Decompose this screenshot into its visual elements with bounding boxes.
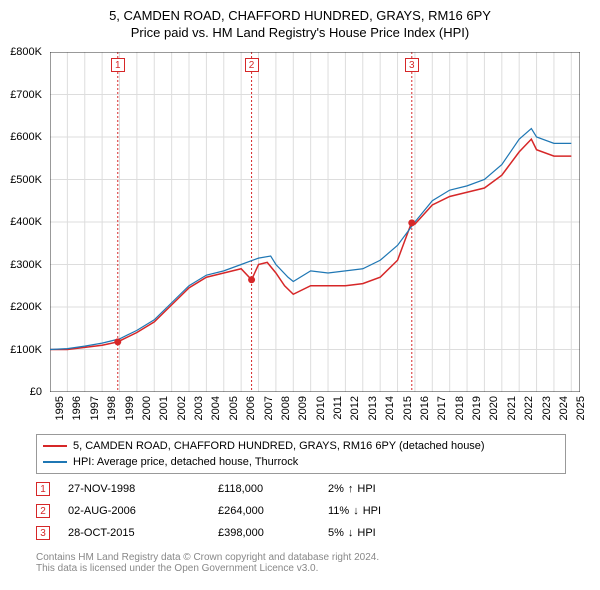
- x-axis-label: 1997: [89, 396, 101, 420]
- x-axis-label: 2022: [523, 396, 535, 420]
- legend-label: 5, CAMDEN ROAD, CHAFFORD HUNDRED, GRAYS,…: [73, 440, 485, 452]
- x-axis-label: 2023: [541, 396, 553, 420]
- x-axis-label: 2024: [558, 396, 570, 420]
- event-date: 02-AUG-2006: [68, 505, 218, 517]
- event-row: 3 28-OCT-2015£398,0005%↓HPI: [36, 522, 381, 544]
- legend: 5, CAMDEN ROAD, CHAFFORD HUNDRED, GRAYS,…: [36, 434, 566, 474]
- event-row: 2 02-AUG-2006£264,00011%↓HPI: [36, 500, 381, 522]
- event-marker-3: 3: [405, 58, 419, 72]
- x-axis-label: 2002: [176, 396, 188, 420]
- chart-area: £0£100K£200K£300K£400K£500K£600K£700K£80…: [50, 52, 580, 392]
- event-marker-icon: 1: [36, 482, 50, 496]
- event-marker-2: 2: [245, 58, 259, 72]
- x-axis-label: 2018: [454, 396, 466, 420]
- event-row: 1 27-NOV-1998£118,0002%↑HPI: [36, 478, 381, 500]
- event-date: 27-NOV-1998: [68, 483, 218, 495]
- event-date: 28-OCT-2015: [68, 527, 218, 539]
- x-axis-label: 2025: [575, 396, 587, 420]
- footer-line-1: Contains HM Land Registry data © Crown c…: [36, 552, 379, 563]
- x-axis-label: 2012: [349, 396, 361, 420]
- x-axis-label: 1996: [71, 396, 83, 420]
- legend-item: HPI: Average price, detached house, Thur…: [43, 454, 559, 470]
- legend-swatch: [43, 445, 67, 447]
- event-price: £118,000: [218, 483, 328, 495]
- y-axis-label: £200K: [10, 301, 42, 313]
- event-marker-icon: 2: [36, 504, 50, 518]
- y-axis-label: £800K: [10, 46, 42, 58]
- event-price: £264,000: [218, 505, 328, 517]
- y-axis-label: £300K: [10, 259, 42, 271]
- legend-label: HPI: Average price, detached house, Thur…: [73, 456, 298, 468]
- x-axis-label: 2000: [141, 396, 153, 420]
- chart-title: 5, CAMDEN ROAD, CHAFFORD HUNDRED, GRAYS,…: [0, 8, 600, 23]
- x-axis-label: 2016: [419, 396, 431, 420]
- y-axis-label: £700K: [10, 89, 42, 101]
- x-axis-label: 2019: [471, 396, 483, 420]
- events-table: 1 27-NOV-1998£118,0002%↑HPI 2 02-AUG-2006£2…: [36, 478, 381, 544]
- event-price: £398,000: [218, 527, 328, 539]
- x-axis-label: 2015: [402, 396, 414, 420]
- x-axis-label: 2013: [367, 396, 379, 420]
- x-axis-label: 2011: [332, 396, 344, 420]
- x-axis-label: 2017: [436, 396, 448, 420]
- footer-line-2: This data is licensed under the Open Gov…: [36, 563, 379, 574]
- event-marker-1: 1: [111, 58, 125, 72]
- x-axis-label: 2005: [228, 396, 240, 420]
- attribution-footer: Contains HM Land Registry data © Crown c…: [36, 552, 379, 574]
- x-axis-label: 2014: [384, 396, 396, 420]
- x-axis-label: 2003: [193, 396, 205, 420]
- x-axis-label: 2004: [210, 396, 222, 420]
- x-axis-label: 1999: [124, 396, 136, 420]
- x-axis-label: 2010: [315, 396, 327, 420]
- event-marker-icon: 3: [36, 526, 50, 540]
- legend-swatch: [43, 461, 67, 463]
- x-axis-label: 1995: [54, 396, 66, 420]
- y-axis-label: £600K: [10, 131, 42, 143]
- x-axis-label: 2021: [506, 396, 518, 420]
- x-axis-label: 2001: [158, 396, 170, 420]
- event-delta: 2%↑HPI: [328, 483, 376, 495]
- x-axis-label: 2009: [297, 396, 309, 420]
- y-axis-label: £0: [30, 386, 42, 398]
- x-axis-label: 2020: [488, 396, 500, 420]
- chart-header: 5, CAMDEN ROAD, CHAFFORD HUNDRED, GRAYS,…: [0, 0, 600, 42]
- line-chart: [50, 52, 580, 392]
- x-axis-label: 2006: [245, 396, 257, 420]
- y-axis-label: £100K: [10, 344, 42, 356]
- x-axis-label: 2008: [280, 396, 292, 420]
- y-axis-label: £500K: [10, 174, 42, 186]
- chart-subtitle: Price paid vs. HM Land Registry's House …: [0, 23, 600, 40]
- event-delta: 11%↓HPI: [328, 505, 381, 517]
- x-axis-label: 2007: [263, 396, 275, 420]
- y-axis-label: £400K: [10, 216, 42, 228]
- event-delta: 5%↓HPI: [328, 527, 376, 539]
- x-axis-label: 1998: [106, 396, 118, 420]
- legend-item: 5, CAMDEN ROAD, CHAFFORD HUNDRED, GRAYS,…: [43, 438, 559, 454]
